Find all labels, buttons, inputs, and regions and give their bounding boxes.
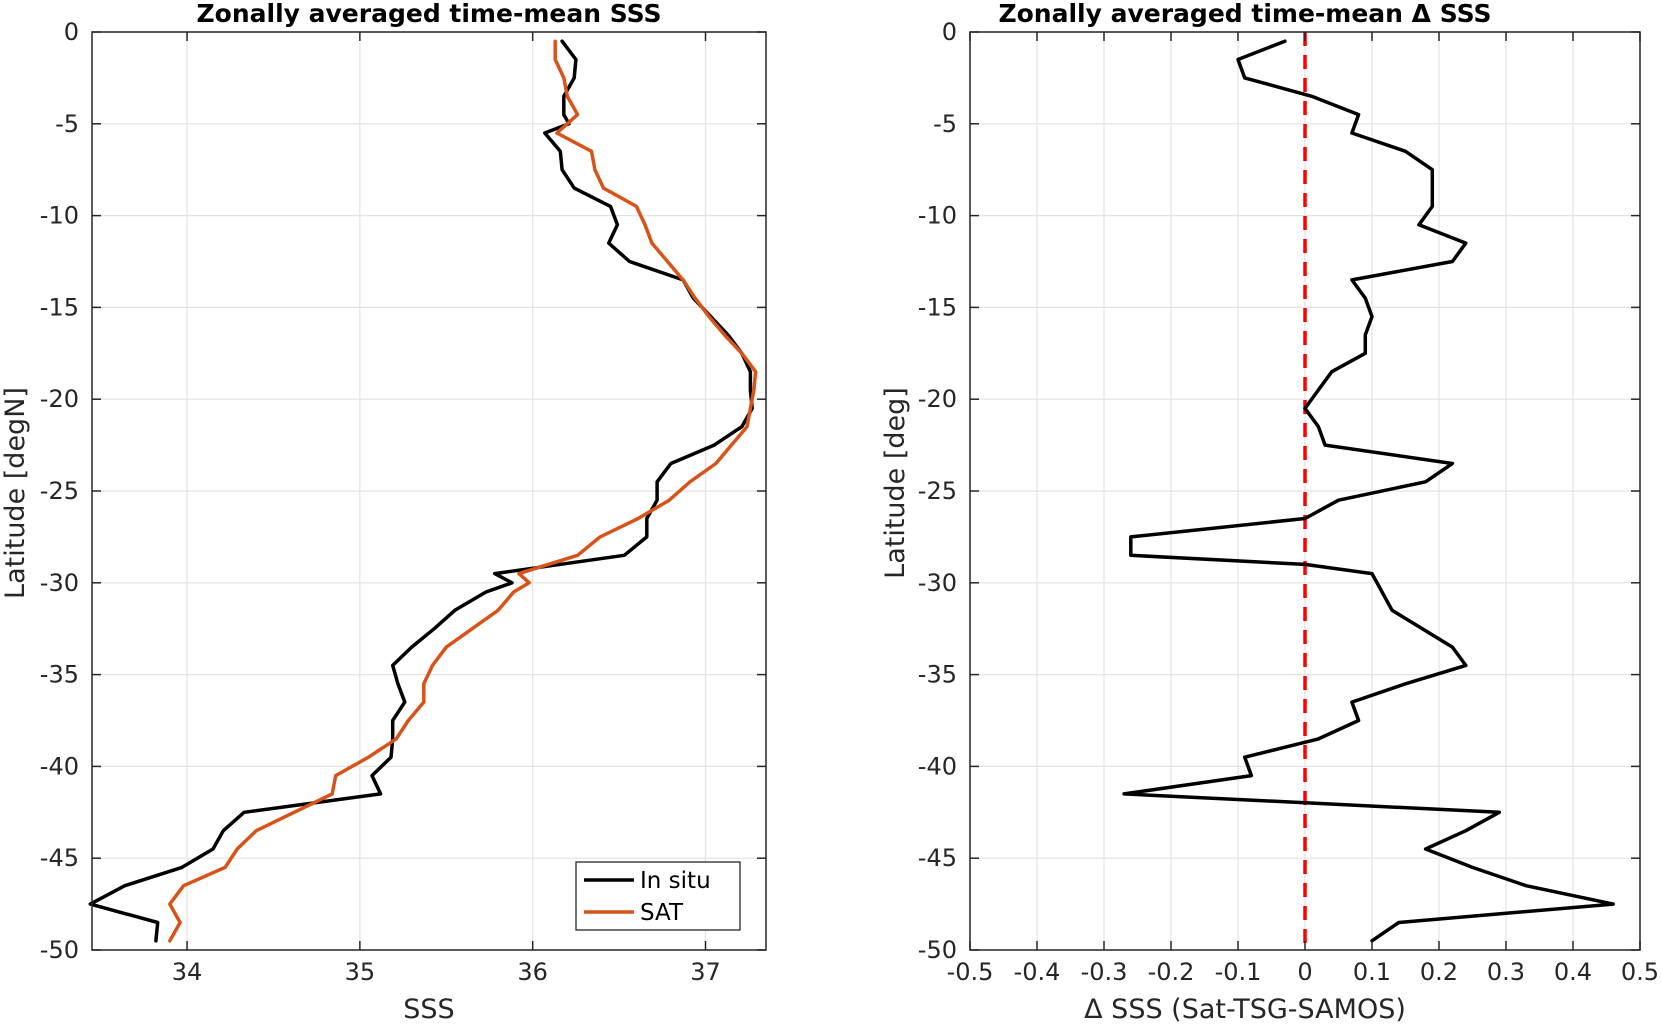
delta-sss-x-tick-label: -0.2	[1148, 958, 1195, 986]
delta-sss-x-tick-label: -0.3	[1081, 958, 1128, 986]
delta-sss-panel: Zonally averaged time-mean Δ SSS Δ SSS (…	[880, 0, 1659, 1025]
delta-sss-x-tick-label: -0.4	[1014, 958, 1061, 986]
sss-y-tick-label: -40	[40, 752, 79, 780]
sss-y-tick-label: -30	[40, 569, 79, 597]
delta-sss-x-tick-label: 0.4	[1554, 958, 1592, 986]
delta-sss-y-tick-label: -25	[918, 477, 957, 505]
sss-series-line-sat	[168, 39, 758, 943]
delta-sss-x-tick-label: 0.5	[1621, 958, 1659, 986]
sss-y-tick-label: -20	[40, 385, 79, 413]
sss-y-tick-label: -25	[40, 477, 79, 505]
sss-panel-ylabel: Latitude [degN]	[0, 387, 31, 599]
delta-sss-x-tick-label: 0	[1297, 958, 1312, 986]
sss-panel-title: Zonally averaged time-mean SSS	[197, 0, 662, 28]
delta-sss-y-tick-label: -15	[918, 293, 957, 321]
delta-sss-series-line-series-0	[1122, 39, 1615, 943]
sss-y-tick-label: -5	[55, 110, 79, 138]
delta-sss-panel-ylabel: Latitude [deg]	[880, 387, 911, 579]
sss-y-tick-label: -45	[40, 844, 79, 872]
delta-sss-y-tick-label: 0	[942, 18, 957, 46]
delta-sss-y-tick-label: -10	[918, 202, 957, 230]
delta-sss-x-tick-label: -0.1	[1215, 958, 1262, 986]
delta-sss-x-tick-label: 0.1	[1353, 958, 1391, 986]
sss-y-tick-label: -15	[40, 293, 79, 321]
sss-legend-box	[575, 861, 741, 931]
delta-sss-x-tick-label: 0.3	[1487, 958, 1525, 986]
sss-y-tick-label: -10	[40, 202, 79, 230]
sss-legend-label: SAT	[640, 900, 684, 926]
delta-sss-panel-title: Zonally averaged time-mean Δ SSS	[999, 0, 1492, 28]
delta-sss-y-tick-label: -40	[918, 752, 957, 780]
sss-y-tick-label: 0	[64, 18, 79, 46]
sss-x-tick-label: 35	[345, 958, 376, 986]
sss-x-tick-label: 36	[517, 958, 548, 986]
delta-sss-panel-xlabel: Δ SSS (Sat-TSG-SAMOS)	[1084, 994, 1406, 1025]
sss-x-tick-label: 37	[690, 958, 721, 986]
sss-x-tick-label: 34	[172, 958, 203, 986]
sss-panel-xlabel: SSS	[403, 994, 454, 1025]
delta-sss-y-tick-label: -20	[918, 385, 957, 413]
sss-series-line-in-situ	[88, 39, 754, 943]
sss-panel: Zonally averaged time-mean SSS SSS Latit…	[0, 0, 767, 1025]
delta-sss-x-tick-label: -0.5	[947, 958, 994, 986]
sss-y-tick-label: -35	[40, 661, 79, 689]
delta-sss-y-tick-label: -45	[918, 844, 957, 872]
delta-sss-y-tick-label: -50	[918, 936, 957, 964]
delta-sss-y-tick-label: -5	[933, 110, 957, 138]
sss-y-tick-label: -50	[40, 936, 79, 964]
sss-legend-label: In situ	[640, 868, 711, 894]
delta-sss-y-tick-label: -30	[918, 569, 957, 597]
delta-sss-x-tick-label: 0.2	[1420, 958, 1458, 986]
delta-sss-y-tick-label: -35	[918, 661, 957, 689]
